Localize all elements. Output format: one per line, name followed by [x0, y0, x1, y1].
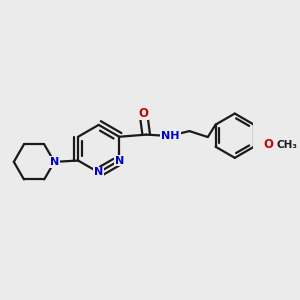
Text: N: N	[50, 157, 59, 167]
Text: O: O	[139, 106, 148, 119]
Text: NH: NH	[161, 131, 180, 141]
Text: N: N	[94, 167, 103, 177]
Text: O: O	[263, 138, 274, 151]
Text: CH₃: CH₃	[276, 140, 297, 150]
Text: N: N	[115, 155, 124, 166]
